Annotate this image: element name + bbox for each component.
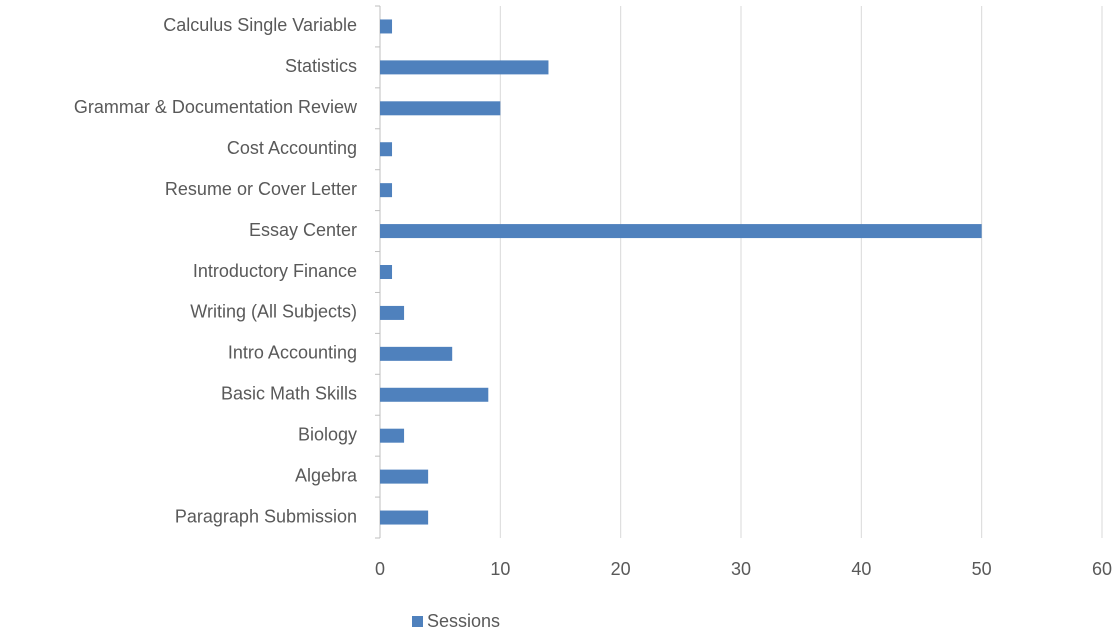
y-tick-label: Cost Accounting	[227, 138, 357, 158]
x-tick-label: 0	[375, 559, 385, 579]
y-tick-label: Introductory Finance	[193, 261, 357, 281]
bar	[380, 183, 393, 198]
y-tick-label: Basic Math Skills	[221, 384, 357, 404]
bar	[380, 346, 453, 361]
x-tick-label: 20	[611, 559, 631, 579]
x-tick-label: 10	[490, 559, 510, 579]
y-tick-label: Resume or Cover Letter	[165, 179, 357, 199]
bar	[380, 19, 393, 34]
legend-swatch	[412, 616, 423, 627]
y-tick-label: Calculus Single Variable	[163, 15, 357, 35]
bar	[380, 142, 393, 157]
bar	[380, 387, 489, 402]
x-tick-label: 40	[851, 559, 871, 579]
y-tick-label: Statistics	[285, 56, 357, 76]
bar	[380, 469, 429, 484]
x-tick-label: 60	[1092, 559, 1112, 579]
legend-label: Sessions	[427, 611, 500, 631]
y-tick-label: Essay Center	[249, 220, 357, 240]
bar	[380, 101, 501, 116]
y-tick-label: Intro Accounting	[228, 343, 357, 363]
bar	[380, 428, 405, 443]
x-tick-label: 30	[731, 559, 751, 579]
x-tick-label: 50	[972, 559, 992, 579]
y-tick-label: Writing (All Subjects)	[190, 302, 357, 322]
y-tick-label: Paragraph Submission	[175, 506, 357, 526]
bar	[380, 265, 393, 279]
y-tick-label: Biology	[298, 424, 357, 444]
bar	[380, 224, 982, 239]
bar	[380, 60, 549, 75]
bar	[380, 305, 405, 320]
bar	[380, 510, 429, 525]
y-tick-label: Grammar & Documentation Review	[74, 97, 358, 117]
y-tick-label: Algebra	[295, 465, 358, 485]
